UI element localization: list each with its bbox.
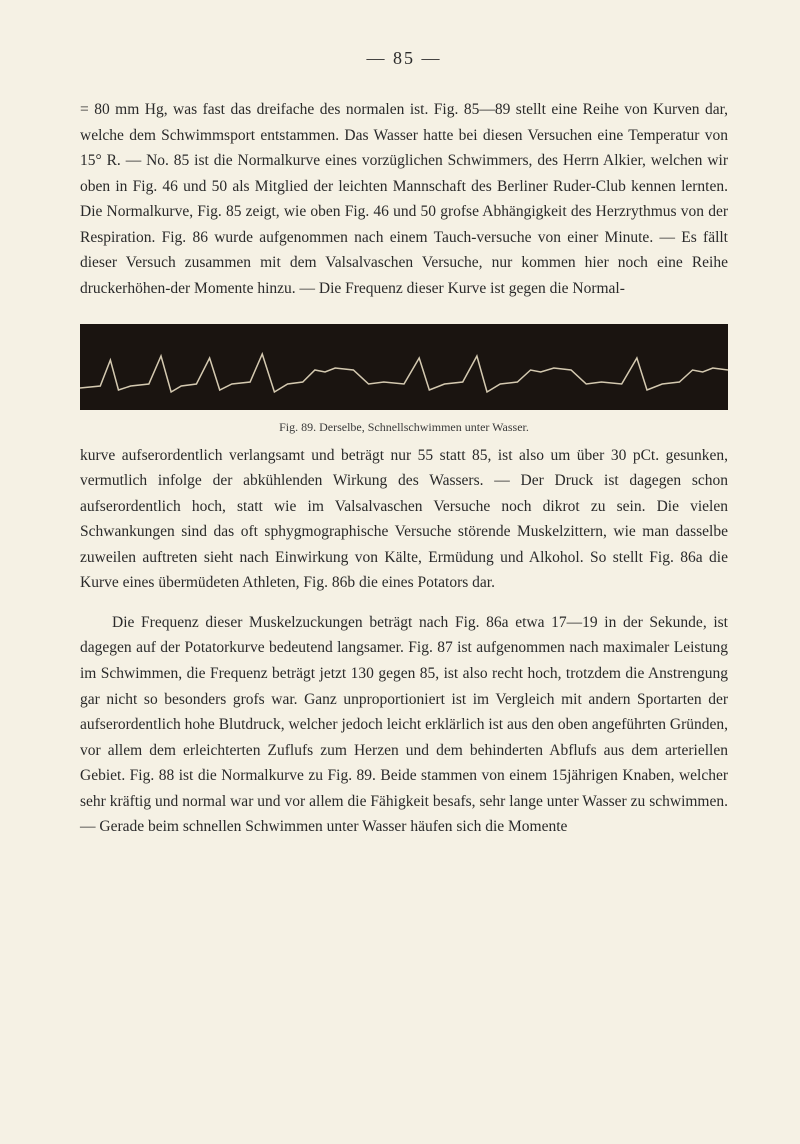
paragraph-1: = 80 mm Hg, was fast das dreifache des n… xyxy=(80,97,728,302)
paragraph-2: kurve aufserordentlich verlangsamt und b… xyxy=(80,443,728,596)
waveform-svg xyxy=(80,348,728,398)
paragraph-3: Die Frequenz dieser Muskelzuckungen betr… xyxy=(80,610,728,840)
figure-caption: Fig. 89. Derselbe, Schnellschwimmen unte… xyxy=(80,420,728,435)
figure-89: Fig. 89. Derselbe, Schnellschwimmen unte… xyxy=(80,324,728,435)
page-number: — 85 — xyxy=(80,48,728,69)
figure-image xyxy=(80,324,728,410)
